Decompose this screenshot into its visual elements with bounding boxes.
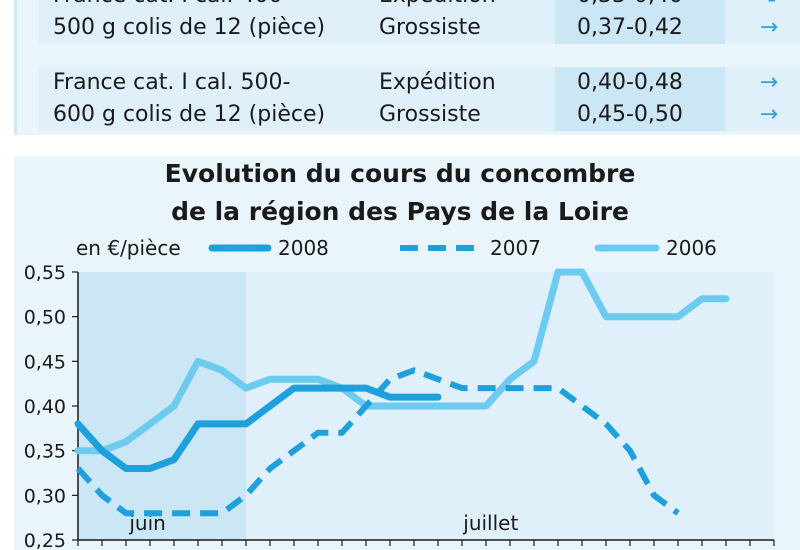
stage-line-1: Expédition (379, 0, 559, 12)
price-line-2: 0,45-0,50 (577, 102, 683, 127)
stage-line-1: Expédition (379, 70, 496, 95)
stage-cell: Expédition Grossiste (379, 0, 559, 44)
product-cell: France cat. I cal. 500- 600 g colis de 1… (53, 67, 353, 131)
y-tick-label: 0,40 (24, 396, 66, 418)
y-tick-label: 0,45 (24, 351, 66, 373)
price-line-2: 0,37-0,42 (577, 15, 683, 40)
price-cell: 0,33-0,40 0,37-0,42 (555, 0, 725, 44)
price-line-1: 0,33-0,40 (577, 0, 725, 12)
price-cell: 0,40-0,48 0,45-0,50 (555, 67, 725, 131)
chart-title-line-2: de la région des Pays de la Loire (171, 197, 629, 226)
unit-label: en €/pièce (76, 236, 181, 260)
legend-label-2006: 2006 (666, 236, 717, 260)
product-line-1: France cat. I cal. 500- (53, 70, 291, 95)
product-line-1: France cat. I cal. 400- (53, 0, 353, 12)
price-line-1: 0,40-0,48 (577, 70, 683, 95)
price-table: France cat. I cal. 400- 500 g colis de 1… (14, 0, 800, 135)
legend-label-2007: 2007 (490, 236, 541, 260)
y-tick-label: 0,25 (24, 530, 66, 550)
series-line-2006 (74, 268, 730, 455)
stage-cell: Expédition Grossiste (379, 67, 559, 131)
trend-cell: ↘ → (739, 0, 799, 44)
product-line-2: 500 g colis de 12 (pièce) (53, 15, 326, 40)
y-tick-label: 0,55 (24, 262, 66, 284)
chart-title-line-1: Evolution du cours du concombre (164, 159, 636, 188)
product-cell: France cat. I cal. 400- 500 g colis de 1… (53, 0, 353, 44)
trend-flat-arrow-icon: → (759, 102, 779, 127)
trend-flat-arrow-icon: → (759, 15, 779, 40)
stage-line-2: Grossiste (379, 15, 481, 40)
legend-label-2008: 2008 (278, 236, 329, 260)
product-line-2: 600 g colis de 12 (pièce) (53, 102, 326, 127)
table-row: France cat. I cal. 400- 500 g colis de 1… (39, 0, 800, 44)
trend-flat-arrow-icon: → (759, 70, 779, 95)
series-line-2008 (74, 384, 442, 472)
trend-cell: → → (739, 67, 799, 131)
month-label-juillet: juillet (462, 511, 518, 535)
y-tick-label: 0,30 (24, 485, 66, 507)
table-row: France cat. I cal. 500- 600 g colis de 1… (39, 67, 800, 131)
trend-down-arrow-icon: ↘ (739, 0, 799, 12)
stage-line-2: Grossiste (379, 102, 481, 127)
y-tick-label: 0,50 (24, 307, 66, 329)
y-tick-label: 0,35 (24, 441, 66, 463)
